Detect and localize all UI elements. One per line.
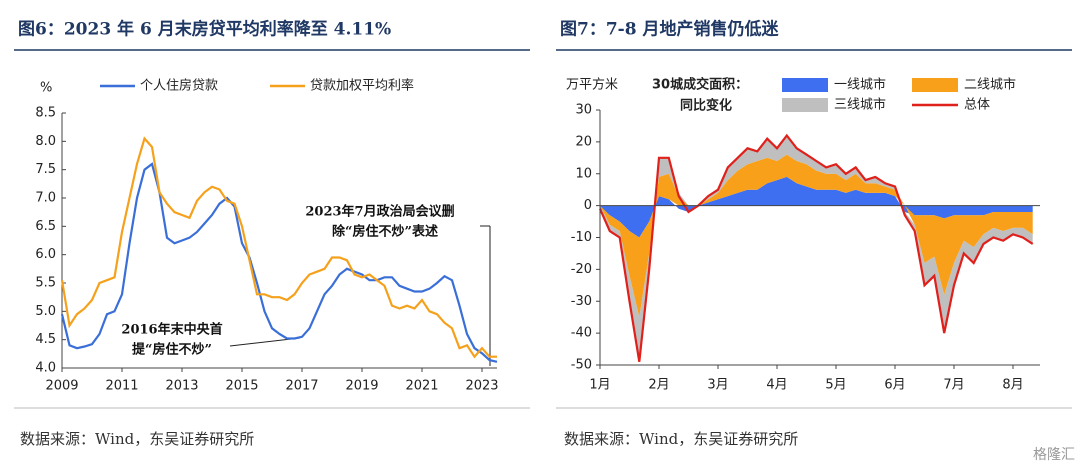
- x-tick-label: 2月: [648, 378, 669, 393]
- y-tick-label: 8.0: [35, 134, 56, 149]
- y-axis-unit: %: [40, 81, 52, 96]
- legend-title: 30城成交面积：: [652, 77, 748, 93]
- x-tick-label: 7月: [943, 378, 964, 393]
- y-tick-label: 5.5: [35, 276, 56, 291]
- y-tick-label: 30: [575, 103, 592, 118]
- legend-label: 二线城市: [964, 77, 1016, 93]
- annotation: 2016年末中央首: [121, 322, 222, 338]
- line-series: [598, 133, 1034, 362]
- y-tick-label: 7.5: [35, 162, 56, 177]
- x-tick-label: 2023: [465, 379, 498, 394]
- annotation: 除“房住不炒”表述: [332, 224, 438, 240]
- line-series: [60, 136, 497, 359]
- x-tick-label: 8月: [1002, 378, 1023, 393]
- legend-label: 一线城市: [834, 77, 886, 93]
- y-tick-label: -50: [571, 358, 592, 373]
- y-tick-label: 8.5: [35, 106, 56, 121]
- x-tick-label: 2021: [405, 379, 438, 394]
- legend-swatch: [782, 78, 828, 92]
- x-tick-label: 6月: [884, 378, 905, 393]
- legend-label: 三线城市: [834, 97, 886, 113]
- x-tick-label: 2013: [165, 379, 198, 394]
- watermark: 格隆汇: [1033, 447, 1075, 463]
- legend-swatch: [912, 78, 958, 92]
- source: 数据来源：Wind，东吴证券研究所: [20, 430, 254, 448]
- legend-label: 贷款加权平均利率: [310, 78, 414, 94]
- y-tick-label: -30: [571, 294, 592, 309]
- legend-title: 同比变化: [680, 98, 732, 114]
- x-tick-label: 5月: [825, 378, 846, 393]
- legend-label: 总体: [964, 98, 990, 113]
- y-tick-label: 10: [575, 166, 592, 181]
- x-tick-label: 2019: [345, 379, 378, 394]
- x-tick-label: 4月: [766, 378, 787, 393]
- chart-title: 图6：2023 年 6 月末房贷平均利率降至 4.11%: [18, 19, 391, 40]
- chart-title: 图7：7-8 月地产销售仍低迷: [560, 19, 779, 40]
- x-tick-label: 3月: [707, 378, 728, 393]
- y-tick-label: 6.5: [35, 219, 56, 234]
- line-series: [60, 162, 498, 363]
- legend-label: 个人住房贷款: [140, 78, 218, 94]
- x-tick-label: 2015: [225, 379, 258, 394]
- x-tick-label: 2009: [45, 379, 78, 394]
- y-tick-label: 7.0: [35, 191, 56, 206]
- x-tick-label: 1月: [589, 378, 610, 393]
- x-tick-label: 2011: [105, 379, 138, 394]
- y-tick-label: 20: [575, 134, 592, 149]
- y-tick-label: -10: [571, 230, 592, 245]
- area-series: [600, 154, 1033, 318]
- y-tick-label: -40: [571, 326, 592, 341]
- y-tick-label: 4.5: [35, 332, 56, 347]
- annotation: 提“房住不炒”: [132, 342, 212, 358]
- x-tick-label: 2017: [285, 379, 318, 394]
- area-series: [600, 135, 1033, 362]
- y-tick-label: 0: [584, 198, 592, 213]
- y-tick-label: -20: [571, 262, 592, 277]
- y-tick-label: 6.0: [35, 247, 56, 262]
- y-tick-label: 5.0: [35, 304, 56, 319]
- y-tick-label: 4.0: [35, 361, 56, 376]
- annotation: 2023年7月政治局会议删: [305, 204, 454, 220]
- legend-swatch: [782, 98, 828, 112]
- source: 数据来源：Wind，东吴证券研究所: [564, 430, 798, 448]
- y-axis-unit: 万平方米: [566, 77, 618, 93]
